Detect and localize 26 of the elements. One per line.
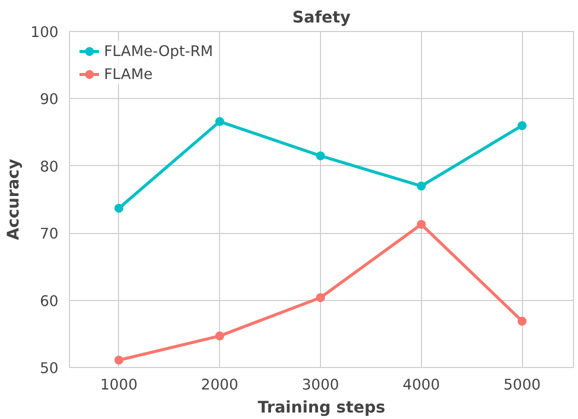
chart-title: Safety <box>292 8 352 26</box>
x-tick-label: 5000 <box>503 376 541 394</box>
x-tick-label: 2000 <box>201 376 238 394</box>
point <box>416 220 426 229</box>
point <box>416 182 426 191</box>
point <box>316 151 325 160</box>
legend-label: FLAMe <box>104 66 153 82</box>
y-tick-label: 70 <box>40 226 59 243</box>
y-tick-label: 60 <box>40 292 59 310</box>
y-axis-title: Accuracy <box>4 158 23 240</box>
y-tick-label: 90 <box>40 91 59 108</box>
point <box>518 121 527 130</box>
point <box>518 316 527 326</box>
point <box>215 331 224 340</box>
y-tick-label: 100 <box>30 24 59 41</box>
y-tick-label: 80 <box>40 158 59 176</box>
x-tick-label: 1000 <box>100 376 138 394</box>
y-tick-label: 50 <box>40 360 59 377</box>
point <box>114 204 124 213</box>
legend-label: FLAMe-Opt-RM <box>104 42 214 60</box>
x-tick-label: 4000 <box>402 376 440 394</box>
x-axis-title: Training steps <box>258 398 386 416</box>
point <box>114 356 124 365</box>
point <box>215 117 224 126</box>
point <box>316 293 325 302</box>
x-tick-label: 3000 <box>302 376 340 394</box>
